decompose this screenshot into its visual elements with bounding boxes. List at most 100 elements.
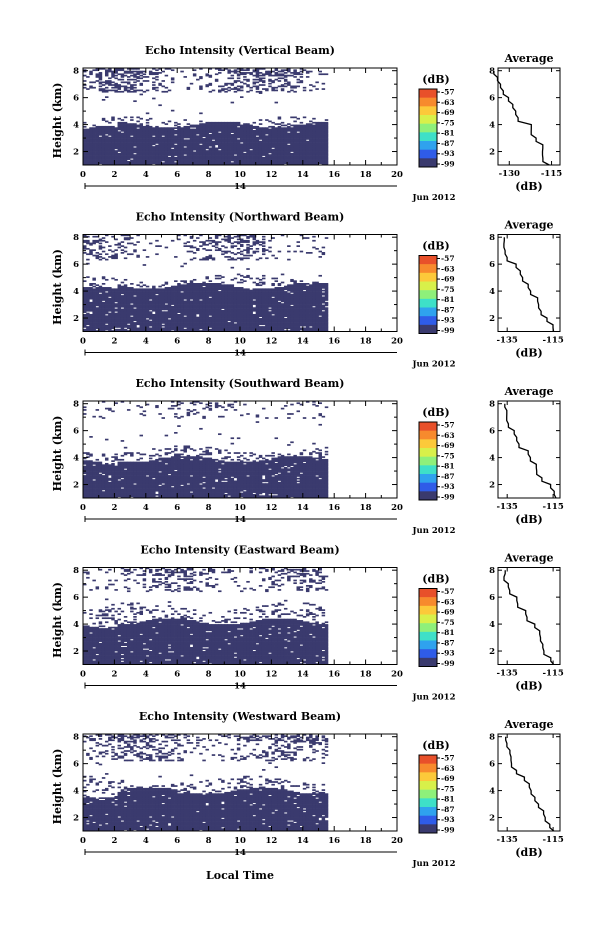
heatmap-cell: [83, 80, 87, 82]
heatmap-cell: [227, 291, 231, 293]
heatmap-cell: [214, 131, 219, 134]
heatmap-cell: [161, 140, 165, 143]
heatmap-cell: [152, 291, 156, 293]
average-frame: [497, 67, 561, 166]
heatmap-cell: [95, 299, 100, 301]
heatmap-cell: [120, 289, 125, 292]
heatmap-cell: [296, 159, 301, 162]
heatmap-cell: [240, 162, 244, 165]
heatmap-cell: [183, 320, 187, 323]
heatmap-cell: [133, 154, 137, 156]
heatmap-cell: [208, 300, 213, 303]
heatmap-cell: [158, 309, 162, 312]
heatmap-cell: [309, 123, 313, 125]
heatmap-cell: [302, 69, 307, 72]
heatmap-cell: [218, 295, 222, 297]
heatmap-cell: [287, 68, 291, 70]
heatmap-cell: [133, 322, 137, 324]
heatmap-cell: [114, 143, 118, 146]
heatmap-cell: [258, 132, 263, 135]
heatmap-cell: [227, 131, 231, 134]
heatmap-cell: [309, 151, 313, 154]
heatmap-cell: [214, 289, 219, 292]
heatmap-cell: [227, 304, 231, 307]
heatmap-cell: [293, 156, 297, 159]
heatmap-cell: [83, 288, 87, 291]
heatmap-cell: [290, 138, 294, 140]
heatmap-cell: [170, 323, 175, 326]
heatmap-cell: [148, 159, 153, 162]
heatmap-cell: [265, 88, 269, 90]
heatmap-cell: [95, 313, 100, 316]
heatmap-cell: [139, 156, 144, 159]
heatmap-cell: [117, 323, 122, 326]
heatmap-cell: [205, 150, 209, 152]
heatmap-cell: [196, 144, 200, 147]
heatmap-cell: [158, 152, 162, 155]
heatmap-cell: [126, 305, 131, 308]
heatmap-cell: [98, 238, 103, 241]
heatmap-cell: [86, 326, 90, 328]
heatmap-cell: [136, 80, 140, 82]
heatmap-cell: [101, 138, 106, 140]
heatmap-cell: [236, 147, 241, 150]
heatmap-cell: [170, 319, 175, 322]
heatmap-cell: [186, 132, 191, 135]
heatmap-cell: [133, 299, 137, 301]
heatmap-cell: [170, 292, 175, 295]
heatmap-cell: [293, 124, 297, 127]
heatmap-cell: [83, 305, 87, 308]
heatmap-cell: [123, 309, 128, 312]
heatmap-cell: [83, 313, 87, 316]
heatmap-cell: [265, 131, 269, 134]
heatmap-cell: [177, 289, 181, 292]
heatmap-cell: [312, 85, 316, 88]
heatmap-cell: [274, 132, 279, 135]
heatmap-cell: [117, 295, 122, 297]
heatmap-cell: [183, 129, 187, 132]
heatmap-cell: [221, 158, 225, 160]
heatmap-cell: [95, 323, 100, 326]
heatmap-cell: [224, 309, 228, 312]
heatmap-cell: [318, 159, 322, 162]
heatmap-cell: [139, 134, 144, 136]
heatmap-cell: [249, 131, 253, 134]
heatmap-cell: [148, 315, 153, 318]
heatmap-cell: [265, 152, 269, 155]
heatmap-cell: [240, 159, 244, 162]
heatmap-cell: [155, 326, 159, 328]
heatmap-cell: [261, 160, 266, 163]
heatmap-cell: [208, 82, 213, 85]
heatmap-cell: [111, 116, 115, 119]
heatmap-cell: [126, 234, 131, 237]
heatmap-cell: [305, 152, 310, 155]
heatmap-cell: [126, 142, 131, 144]
heatmap-cell: [111, 148, 115, 151]
heatmap-cell: [174, 288, 178, 291]
heatmap-cell: [274, 138, 279, 140]
heatmap-cell: [199, 320, 203, 323]
heatmap-cell: [252, 121, 257, 124]
heatmap-cell: [305, 160, 310, 163]
heatmap-cell: [152, 319, 156, 322]
heatmap-cell: [305, 146, 310, 148]
heatmap-cell: [205, 289, 209, 292]
heatmap-cell: [280, 156, 285, 159]
heatmap-cell: [148, 242, 153, 245]
heatmap-cell: [92, 162, 96, 165]
heatmap-cell: [170, 312, 175, 315]
heatmap-cell: [145, 76, 150, 78]
heatmap-cell: [233, 159, 238, 162]
heatmap-cell: [199, 303, 203, 305]
heatmap-cell: [114, 293, 118, 296]
heatmap-cell: [312, 160, 316, 163]
heatmap-cell: [192, 295, 197, 297]
heatmap-cell: [196, 237, 200, 239]
heatmap-cell: [95, 301, 100, 304]
heatmap-cell: [136, 134, 140, 136]
heatmap-cell: [205, 293, 209, 296]
heatmap-cell: [130, 324, 134, 327]
heatmap-cell: [246, 148, 250, 151]
heatmap-cell: [174, 291, 178, 293]
heatmap-cell: [167, 289, 172, 292]
